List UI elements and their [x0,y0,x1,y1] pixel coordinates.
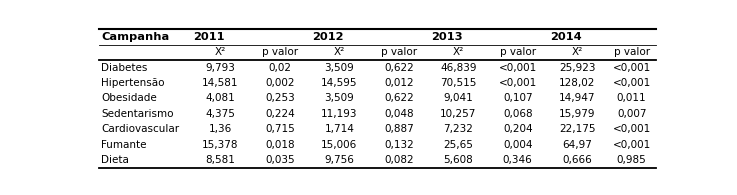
Text: 0,666: 0,666 [562,155,592,165]
Text: <0,001: <0,001 [498,63,537,73]
Text: 0,011: 0,011 [617,93,646,104]
Text: 0,715: 0,715 [265,124,295,134]
Text: 64,97: 64,97 [562,139,592,150]
Text: Cardiovascular: Cardiovascular [101,124,179,134]
Text: <0,001: <0,001 [612,78,651,88]
Text: 15,979: 15,979 [559,109,595,119]
Text: 22,175: 22,175 [559,124,595,134]
Text: 1,36: 1,36 [209,124,232,134]
Text: 0,018: 0,018 [265,139,295,150]
Text: Fumante: Fumante [101,139,147,150]
Text: Dieta: Dieta [101,155,129,165]
Text: p valor: p valor [500,47,536,58]
Text: X²: X² [334,47,345,58]
Text: 9,041: 9,041 [444,93,473,104]
Text: 9,756: 9,756 [324,155,354,165]
Text: 70,515: 70,515 [440,78,476,88]
Text: 0,002: 0,002 [265,78,295,88]
Text: 0,107: 0,107 [503,93,533,104]
Text: <0,001: <0,001 [612,63,651,73]
Text: 2013: 2013 [431,32,462,42]
Text: 0,622: 0,622 [384,63,413,73]
Text: 0,224: 0,224 [265,109,295,119]
Text: X²: X² [214,47,226,58]
Text: 128,02: 128,02 [559,78,595,88]
Text: Campanha: Campanha [101,32,170,42]
Text: Diabetes: Diabetes [101,63,147,73]
Text: 0,035: 0,035 [265,155,295,165]
Text: 2011: 2011 [193,32,225,42]
Text: 1,714: 1,714 [324,124,354,134]
Text: X²: X² [453,47,464,58]
Text: p valor: p valor [262,47,298,58]
Text: 9,793: 9,793 [206,63,235,73]
Text: 2012: 2012 [312,32,343,42]
Text: 4,081: 4,081 [206,93,235,104]
Text: 4,375: 4,375 [206,109,235,119]
Text: 3,509: 3,509 [324,63,354,73]
Text: 0,007: 0,007 [617,109,646,119]
Text: 8,581: 8,581 [206,155,235,165]
Text: 15,378: 15,378 [202,139,239,150]
Text: 14,595: 14,595 [321,78,357,88]
Text: 0,887: 0,887 [384,124,413,134]
Text: 0,346: 0,346 [503,155,533,165]
Text: Obesidade: Obesidade [101,93,157,104]
Text: <0,001: <0,001 [612,124,651,134]
Text: Sedentarismo: Sedentarismo [101,109,174,119]
Text: 0,004: 0,004 [503,139,532,150]
Text: <0,001: <0,001 [498,78,537,88]
Text: 0,204: 0,204 [503,124,533,134]
Text: 5,608: 5,608 [444,155,473,165]
Text: 3,509: 3,509 [324,93,354,104]
Text: 25,923: 25,923 [559,63,595,73]
Text: 15,006: 15,006 [321,139,357,150]
Text: 46,839: 46,839 [440,63,477,73]
Text: 0,253: 0,253 [265,93,295,104]
Text: 0,068: 0,068 [503,109,533,119]
Text: p valor: p valor [614,47,650,58]
Text: 25,65: 25,65 [443,139,473,150]
Text: 11,193: 11,193 [321,109,357,119]
Text: 0,048: 0,048 [384,109,413,119]
Text: 2014: 2014 [550,32,581,42]
Text: 10,257: 10,257 [440,109,476,119]
Text: X²: X² [571,47,583,58]
Text: 0,082: 0,082 [384,155,413,165]
Text: <0,001: <0,001 [612,139,651,150]
Text: p valor: p valor [381,47,417,58]
Text: 0,985: 0,985 [617,155,646,165]
Text: 14,947: 14,947 [559,93,595,104]
Text: 0,622: 0,622 [384,93,413,104]
Text: 0,012: 0,012 [384,78,413,88]
Text: 14,581: 14,581 [202,78,239,88]
Text: Hipertensão: Hipertensão [101,78,165,88]
Text: 7,232: 7,232 [443,124,473,134]
Text: 0,02: 0,02 [268,63,291,73]
Text: 0,132: 0,132 [384,139,413,150]
